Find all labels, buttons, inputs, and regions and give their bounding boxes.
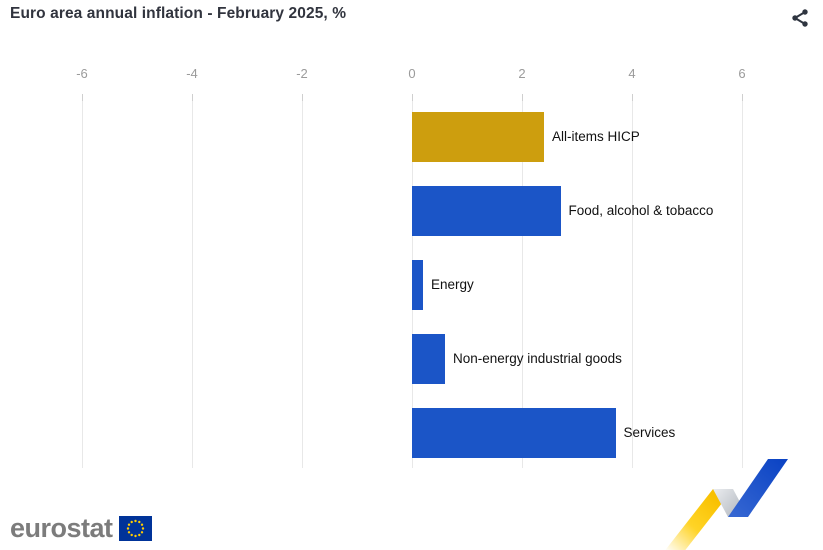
share-button[interactable] — [786, 4, 814, 32]
axis-tick — [192, 94, 193, 101]
bar-label: Services — [623, 425, 676, 440]
axis-tick — [742, 94, 743, 101]
bar-label: All-items HICP — [552, 129, 640, 144]
bar[interactable] — [412, 334, 445, 384]
gridline — [522, 100, 523, 468]
x-axis-tick-label: 4 — [628, 66, 636, 81]
axis-tick — [82, 94, 83, 101]
axis-tick — [412, 94, 413, 101]
gridline — [302, 100, 303, 468]
ribbon-zigzag-graphic — [665, 459, 788, 550]
x-axis-tick-label: -4 — [186, 66, 198, 81]
page-title: Euro area annual inflation - February 20… — [10, 5, 347, 22]
eurostat-logo-text: eurostat — [10, 513, 113, 543]
bar[interactable] — [412, 260, 423, 310]
gridline — [632, 100, 633, 468]
x-axis-tick-label: 6 — [738, 66, 746, 81]
gridline — [82, 100, 83, 468]
bar-label: Non-energy industrial goods — [453, 351, 622, 366]
eurostat-logo[interactable]: eurostat — [10, 515, 152, 542]
gridline — [742, 100, 743, 468]
x-axis-tick-label: -6 — [76, 66, 88, 81]
bar-label: Food, alcohol & tobacco — [568, 203, 714, 218]
x-axis-tick-label: 0 — [408, 66, 416, 81]
bar[interactable] — [412, 112, 544, 162]
bar-label: Energy — [431, 277, 474, 292]
x-axis-tick-label: -2 — [296, 66, 308, 81]
gridline — [192, 100, 193, 468]
x-axis-tick-label: 2 — [518, 66, 526, 81]
eu-flag-stars — [126, 519, 144, 538]
eu-flag-icon — [118, 516, 152, 541]
axis-tick — [632, 94, 633, 101]
share-icon — [792, 9, 808, 27]
bar[interactable] — [412, 186, 561, 236]
axis-tick — [302, 94, 303, 101]
bar[interactable] — [412, 408, 616, 458]
axis-tick — [522, 94, 523, 101]
